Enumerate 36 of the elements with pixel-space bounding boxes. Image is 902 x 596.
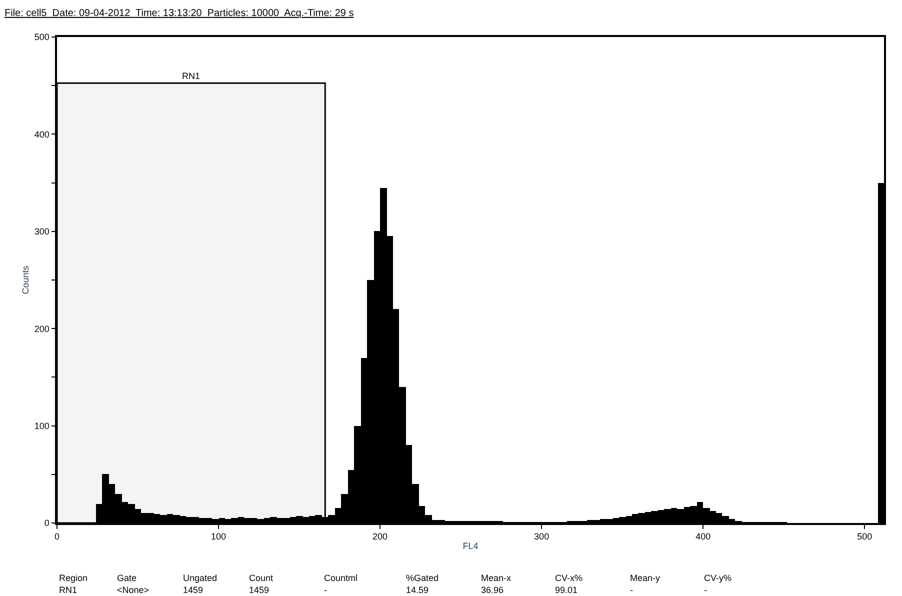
text: Countml	[324, 573, 358, 583]
text: %Gated	[406, 573, 439, 583]
text: CV-y%	[704, 573, 732, 583]
y-tick-label: 400	[34, 129, 50, 140]
text: 99.01	[555, 585, 578, 595]
y-tick-label: 100	[34, 420, 50, 431]
chart-title: File: cell5 Date: 09-04-2012 Time: 13:13:20 Particles: 10000 Acq.-Time: 29 s	[4, 8, 354, 19]
text: <None>	[117, 585, 150, 595]
x-tick-label: 500	[857, 532, 872, 542]
text: Mean-x	[481, 573, 512, 583]
x-axis-title: FL4	[462, 540, 478, 551]
text: Region	[59, 573, 88, 583]
x-tick-label: 0	[54, 532, 60, 542]
text: 1459	[183, 585, 204, 595]
text: Ungated	[183, 573, 218, 583]
text: CV-x%	[555, 573, 583, 583]
text: -	[630, 585, 633, 595]
text: Gate	[117, 573, 137, 583]
text: -	[324, 585, 327, 595]
text: Count	[249, 573, 274, 583]
x-tick-label: 200	[372, 532, 388, 542]
text: 36.96	[481, 585, 504, 595]
y-tick-label: 300	[34, 226, 50, 237]
y-axis-title: Counts	[20, 265, 30, 294]
text: RN1	[59, 585, 78, 595]
x-tick-label: 100	[211, 532, 226, 542]
y-tick-label: 200	[34, 324, 50, 334]
text: 1459	[249, 585, 270, 595]
text: -	[704, 585, 707, 595]
text: 14.59	[406, 585, 429, 595]
text: Mean-y	[630, 573, 661, 583]
y-tick-label: 500	[34, 32, 50, 42]
x-tick-label: 300	[534, 532, 550, 542]
band-label: RN1	[182, 71, 200, 81]
x-tick-label: 400	[696, 532, 711, 542]
y-tick-label: 0	[44, 518, 50, 528]
